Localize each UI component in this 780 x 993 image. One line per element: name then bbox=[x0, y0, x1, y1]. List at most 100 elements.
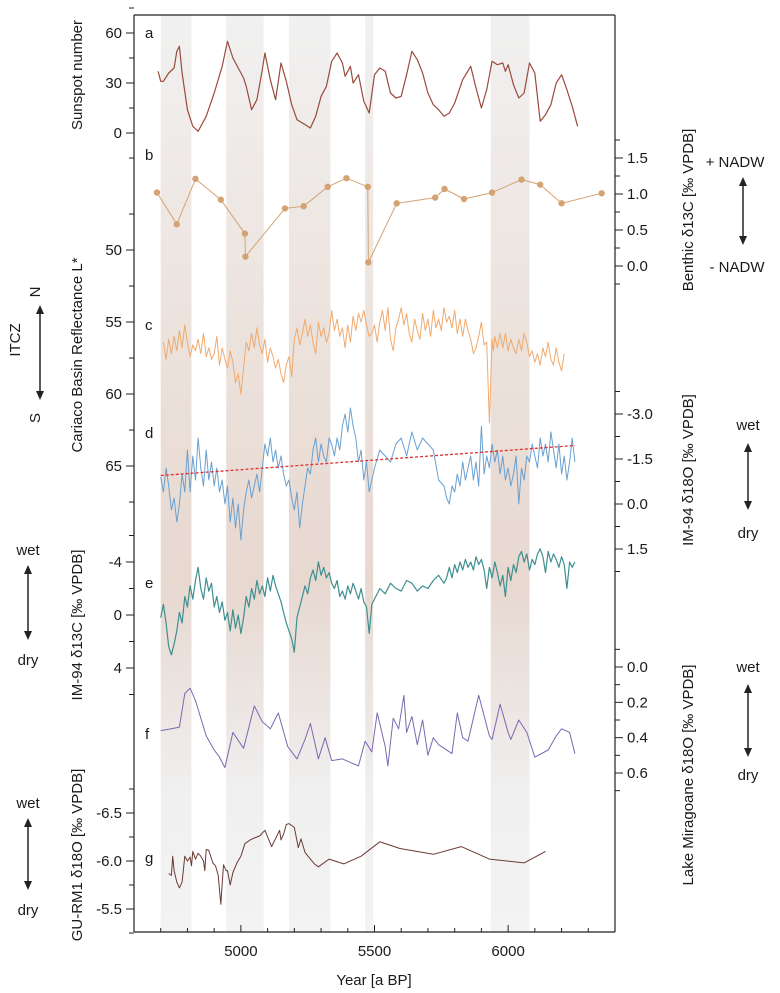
y-tick-label-c: 65 bbox=[105, 458, 122, 475]
dry-label-f: dry bbox=[738, 767, 759, 784]
y-axis-title-f: Lake Miragoane δ18O [‰ VPDB] bbox=[680, 665, 697, 886]
panel-letter-a: a bbox=[145, 25, 154, 42]
wet-dry-arrow-icon-f-head-up bbox=[744, 684, 752, 693]
labels-layer: Year [a BP] a b c d e f g Sunspot number Benthic… bbox=[7, 20, 765, 989]
series-b-point bbox=[558, 200, 565, 207]
series-b-point bbox=[518, 176, 525, 183]
wet-dry-arrow-icon-e-head-up bbox=[24, 565, 32, 574]
wet-label-f: wet bbox=[735, 659, 760, 676]
shaded-interval bbox=[226, 15, 264, 932]
y-tick-label-b: 1.5 bbox=[627, 150, 648, 167]
y-tick-label-c: 60 bbox=[105, 386, 122, 403]
series-b-point bbox=[324, 183, 331, 190]
y-tick-label-b: 1.0 bbox=[627, 186, 648, 203]
wet-label-d: wet bbox=[735, 417, 760, 434]
wet-label-e: wet bbox=[15, 542, 40, 559]
y-tick-label-d: -3.0 bbox=[627, 406, 653, 423]
itcz-south-label: S bbox=[27, 413, 44, 423]
panel-letter-c: c bbox=[145, 317, 153, 334]
series-b-point bbox=[488, 189, 496, 196]
wet-dry-arrow-icon-g-head-up bbox=[24, 818, 32, 827]
x-tick-label: 6000 bbox=[491, 943, 524, 960]
y-tick-label-f: 0.2 bbox=[627, 694, 648, 711]
series-g-line bbox=[168, 823, 546, 905]
series-b-point bbox=[598, 190, 605, 197]
wet-dry-arrow-icon-d-head-up bbox=[744, 443, 752, 452]
shaded-interval bbox=[365, 15, 374, 932]
shaded-interval bbox=[490, 15, 530, 932]
y-tick-label-e: 4 bbox=[114, 660, 122, 677]
y-tick-label-b: 0.0 bbox=[627, 258, 648, 275]
dry-label-d: dry bbox=[738, 525, 759, 542]
series-layer bbox=[153, 40, 605, 905]
series-b-point bbox=[241, 230, 249, 237]
y-axis-title-g: GU-RM1 δ18O [‰ VPDB] bbox=[69, 769, 86, 942]
nadw-arrow-icon-head-down bbox=[739, 236, 747, 245]
series-b-point bbox=[431, 194, 439, 201]
y-axis-title-c: Cariaco Basin Reflectance L* bbox=[69, 257, 86, 452]
nadw-plus-label: + NADW bbox=[706, 154, 766, 171]
y-axis-title-b: Benthic δ13C [‰ VPDB] bbox=[680, 129, 697, 292]
series-b-point bbox=[192, 175, 199, 183]
itcz-arrow-icon-head-down bbox=[36, 391, 44, 400]
y-tick-label-c: 50 bbox=[105, 242, 122, 259]
y-tick-label-d: 0.0 bbox=[627, 496, 648, 513]
series-b-line bbox=[156, 177, 602, 263]
y-tick-label-g: -6.0 bbox=[96, 853, 122, 870]
plot-frame bbox=[133, 14, 616, 933]
y-tick-label-a: 30 bbox=[105, 75, 122, 92]
y-axis-title-a: Sunspot number bbox=[69, 20, 86, 130]
dry-label-g: dry bbox=[18, 902, 39, 919]
series-b-point bbox=[300, 203, 307, 210]
series-b-point bbox=[153, 189, 161, 196]
series-b-point bbox=[393, 200, 400, 207]
series-e-line bbox=[160, 548, 576, 656]
y-tick-label-e: 0 bbox=[114, 607, 122, 624]
y-tick-label-g: -5.5 bbox=[96, 901, 122, 918]
y-tick-label-b: 0.5 bbox=[627, 222, 648, 239]
series-f-line bbox=[160, 687, 576, 769]
x-axis-title: Year [a BP] bbox=[336, 972, 411, 989]
nadw-arrow-icon-head-up bbox=[739, 177, 747, 186]
series-c-line bbox=[162, 307, 565, 424]
x-tick-label: 5500 bbox=[358, 943, 391, 960]
wet-label-g: wet bbox=[15, 795, 40, 812]
y-tick-label-d: 1.5 bbox=[627, 541, 648, 558]
series-b-point bbox=[217, 196, 225, 203]
y-tick-label-a: 0 bbox=[114, 125, 122, 142]
y-axis-title-e: IM-94 δ13C [‰ VPDB] bbox=[69, 550, 86, 701]
y-axis-title-d: IM-94 δ18O [‰ VPDB] bbox=[680, 394, 697, 546]
panel-letter-e: e bbox=[145, 575, 153, 592]
trend-line-d bbox=[160, 444, 575, 477]
y-tick-label-f: 0.4 bbox=[627, 730, 648, 747]
itcz-north-label: N bbox=[27, 287, 44, 298]
shaded-intervals bbox=[160, 15, 530, 932]
series-a-line bbox=[157, 40, 579, 132]
series-b-point bbox=[281, 205, 289, 212]
wet-dry-arrow-icon-e-head-down bbox=[24, 631, 32, 640]
y-tick-label-c: 55 bbox=[105, 314, 122, 331]
y-tick-label-g: -6.5 bbox=[96, 805, 122, 822]
itcz-label: ITCZ bbox=[7, 323, 24, 356]
panel-letter-d: d bbox=[145, 425, 153, 442]
dry-label-e: dry bbox=[18, 652, 39, 669]
y-tick-label-a: 60 bbox=[105, 25, 122, 42]
axes-layer: 5000 5500 6000 60 30 0 1.5 1.0 0.5 0.0 50 55 60 65 -3.… bbox=[96, 7, 653, 960]
y-tick-label-e: -4 bbox=[109, 554, 122, 571]
wet-dry-arrow-icon-f-head-down bbox=[744, 748, 752, 757]
series-b-point bbox=[536, 181, 544, 188]
nadw-minus-label: - NADW bbox=[710, 259, 766, 276]
y-tick-label-f: 0.6 bbox=[627, 765, 648, 782]
panel-letter-b: b bbox=[145, 147, 153, 164]
y-tick-label-d: -1.5 bbox=[627, 451, 653, 468]
panel-letter-f: f bbox=[145, 726, 150, 743]
series-b-point bbox=[364, 183, 372, 190]
series-b-point bbox=[343, 174, 350, 182]
itcz-arrow-icon-head-up bbox=[36, 305, 44, 314]
series-b-point bbox=[441, 185, 448, 193]
y-tick-label-f: 0.0 bbox=[627, 659, 648, 676]
series-d-line bbox=[160, 407, 576, 541]
series-b-point bbox=[460, 195, 468, 203]
series-b-point bbox=[365, 259, 372, 266]
